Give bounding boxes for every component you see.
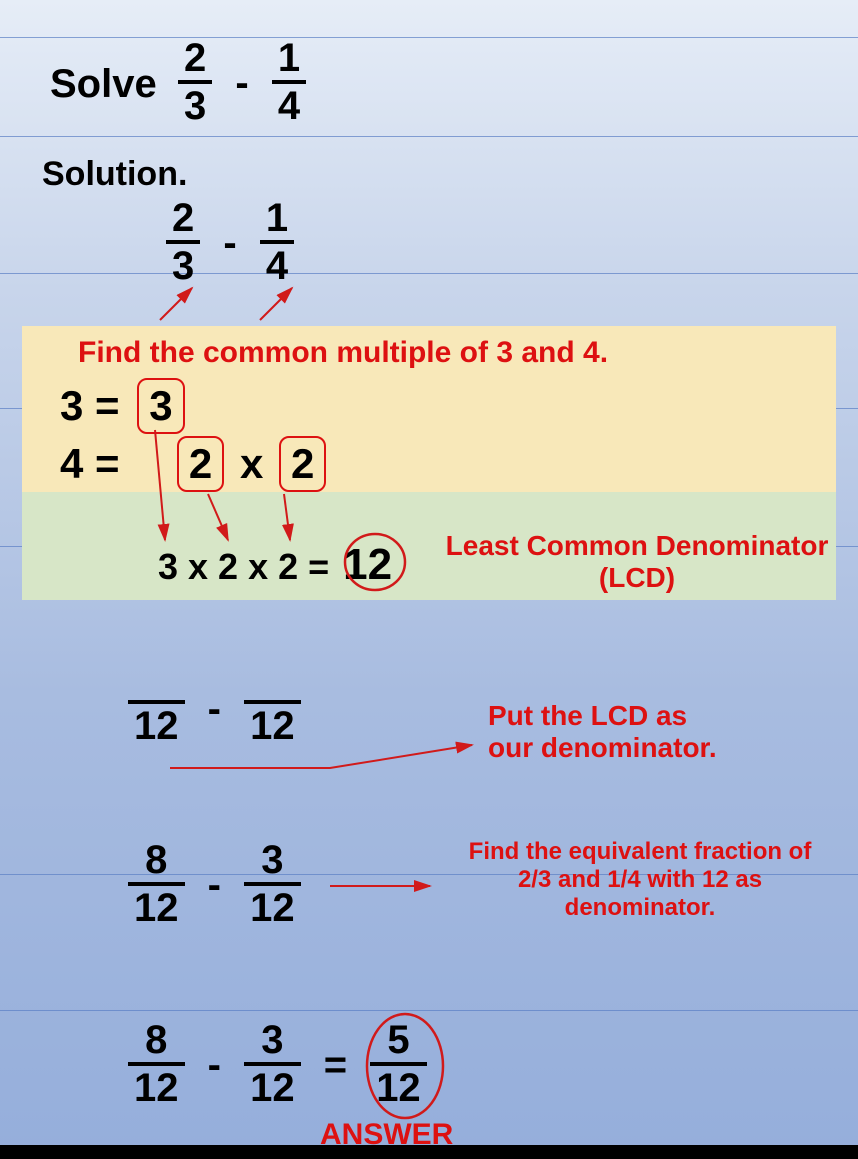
equiv-frac1-num: 8 (139, 840, 173, 882)
answer-result-den: 12 (370, 1062, 427, 1110)
problem-frac2-num: 1 (272, 38, 306, 80)
lcd-frac1-den: 12 (128, 700, 185, 748)
answer-frac1-den: 12 (128, 1062, 185, 1110)
answer-op1: - (196, 1043, 233, 1088)
factor-line-3: 3 = 3 (60, 378, 185, 434)
factor-line-3-lhs: 3 = (60, 382, 120, 429)
lcd-product-result: 12 (343, 540, 392, 589)
problem-frac1-den: 3 (178, 80, 212, 128)
lcd-frac2-den: 12 (244, 700, 301, 748)
lcd-denom-step: 12 - 12 (128, 670, 301, 748)
step1-frac1: 2 3 (166, 198, 200, 288)
equiv-step: 8 12 - 3 12 (128, 840, 301, 930)
lcd-label-line2: (LCD) (442, 562, 832, 594)
step1-expression: 2 3 - 1 4 (166, 198, 294, 288)
problem-frac2-den: 4 (272, 80, 306, 128)
equiv-frac1-den: 12 (128, 882, 185, 930)
equiv-note-line3: denominator. (440, 894, 840, 922)
factor-box-3-val: 3 (149, 382, 172, 429)
lcd-note: Put the LCD as our denominator. (488, 700, 717, 764)
problem-frac1: 2 3 (178, 38, 212, 128)
problem-expression: 2 3 - 1 4 (178, 38, 306, 128)
factor-line-4-lhs: 4 = (60, 440, 120, 487)
answer-eq: = (312, 1043, 359, 1088)
solve-word: Solve (50, 62, 157, 106)
factor-box-2a: 2 (177, 436, 224, 492)
factor-box-2a-val: 2 (189, 440, 212, 487)
lcd-instruction: Find the common multiple of 3 and 4. (78, 336, 608, 370)
step1-op: - (211, 221, 248, 266)
step1-frac2: 1 4 (260, 198, 294, 288)
problem-frac2: 1 4 (272, 38, 306, 128)
answer-step: 8 12 - 3 12 = 5 12 (128, 1020, 427, 1110)
step1-frac2-den: 4 (260, 240, 294, 288)
footer-bar (0, 1145, 858, 1159)
step1-frac1-den: 3 (166, 240, 200, 288)
equiv-note-line1: Find the equivalent fraction of (440, 838, 840, 866)
equiv-frac2: 3 12 (244, 840, 301, 930)
solution-label: Solution. (42, 155, 187, 194)
lcd-frac1: 12 (128, 670, 185, 748)
lcd-product-expr: 3 x 2 x 2 = (158, 546, 329, 587)
factor-box-2b: 2 (279, 436, 326, 492)
equiv-note-line2: 2/3 and 1/4 with 12 as (440, 866, 840, 894)
answer-frac1: 8 12 (128, 1020, 185, 1110)
equiv-note: Find the equivalent fraction of 2/3 and … (440, 838, 840, 922)
lcd-op: - (196, 687, 233, 732)
lcd-note-line2: our denominator. (488, 732, 717, 764)
lcd-frac2: 12 (244, 670, 301, 748)
content-layer: Solve 2 3 - 1 4 Solution. 2 3 - 1 4 Find… (0, 0, 858, 1159)
lcd-frac1-num (136, 670, 176, 700)
step1-frac2-num: 1 (260, 198, 294, 240)
equiv-frac1: 8 12 (128, 840, 185, 930)
lcd-note-line1: Put the LCD as (488, 700, 717, 732)
lcd-product: 3 x 2 x 2 = 12 (158, 540, 392, 590)
answer-frac1-num: 8 (139, 1020, 173, 1062)
problem-frac1-num: 2 (178, 38, 212, 80)
lcd-frac2-num (252, 670, 292, 700)
step1-frac1-num: 2 (166, 198, 200, 240)
equiv-frac2-den: 12 (244, 882, 301, 930)
answer-result-num: 5 (381, 1020, 415, 1062)
factor-box-2b-val: 2 (291, 440, 314, 487)
factor-box-3: 3 (137, 378, 184, 434)
equiv-op: - (196, 863, 233, 908)
solve-label: Solve (50, 62, 157, 107)
answer-result: 5 12 (370, 1020, 427, 1110)
answer-frac2: 3 12 (244, 1020, 301, 1110)
factor-line-4: 4 = 2 x 2 (60, 436, 326, 492)
lcd-label: Least Common Denominator (LCD) (442, 530, 832, 594)
answer-frac2-num: 3 (255, 1020, 289, 1062)
lcd-label-line1: Least Common Denominator (442, 530, 832, 562)
equiv-frac2-num: 3 (255, 840, 289, 882)
problem-op: - (223, 61, 260, 106)
factor-times: x (236, 440, 267, 487)
answer-frac2-den: 12 (244, 1062, 301, 1110)
